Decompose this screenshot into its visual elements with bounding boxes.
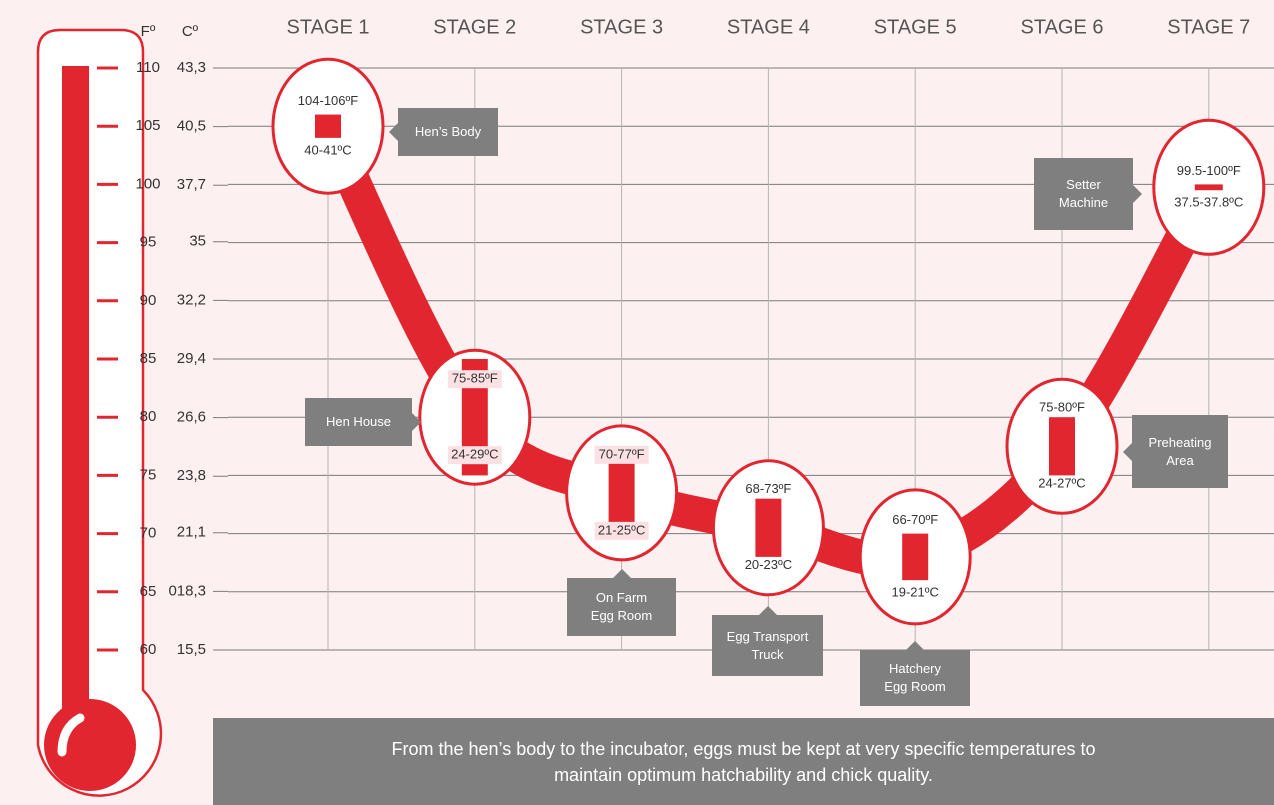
x-tick-label: STAGE 1 [287, 16, 370, 38]
f-label: 70-77ºF [599, 446, 645, 461]
y2-tick-label: 32,2 [177, 291, 206, 308]
chart: Fº Cº 60 65 70 75 80 85 90 95 100 105 110 15,5 018,3… [0, 0, 1274, 805]
egg: 68-73ºF 20-23ºC [713, 461, 823, 595]
y-axis-title: Fº [141, 23, 156, 40]
place-callout: Hen House [305, 398, 412, 446]
callout-pointer [380, 123, 398, 141]
range-bar [1049, 417, 1075, 475]
page: Fº Cº 60 65 70 75 80 85 90 95 100 105 110 15,5 018,3… [0, 0, 1274, 805]
y-tick-label: 105 [135, 117, 160, 134]
y-tick-label: 95 [140, 234, 157, 251]
egg: 99.5-100ºF 37.5-37.8ºC [1154, 120, 1264, 254]
y2-axis-title: Cº [182, 23, 199, 40]
range-bar [902, 534, 928, 581]
y2-tick-label: 21,1 [177, 524, 206, 541]
egg: 104-106ºF 40-41ºC [273, 59, 383, 193]
caption-box: From the hen’s body to the incubator, eg… [213, 718, 1274, 805]
f-label: 104-106ºF [298, 93, 358, 108]
place-callout: Hatchery Egg Room [860, 650, 970, 706]
c-label: 20-23ºC [745, 557, 792, 572]
x-tick-label: STAGE 4 [727, 16, 810, 38]
f-label: 75-80ºF [1039, 400, 1085, 415]
x-tick-label: STAGE 6 [1021, 16, 1104, 38]
y-tick-label: 110 [136, 59, 160, 76]
place-label: Egg Transport Truck [722, 628, 813, 664]
c-label: 24-27ºC [1038, 476, 1085, 491]
c-label: 24-29ºC [451, 447, 498, 462]
c-label: 19-21ºC [892, 585, 939, 600]
thermometer-bulb [44, 699, 136, 791]
y2-tick-label: 40,5 [177, 118, 206, 135]
f-label: 68-73ºF [745, 481, 791, 496]
y-tick-label: 100 [135, 175, 160, 192]
callout-pointer [759, 597, 777, 615]
callout-pointer [412, 413, 430, 431]
y2-tick-label: 23,8 [177, 467, 206, 484]
x-tick-label: STAGE 7 [1167, 16, 1250, 38]
callout-pointer [613, 560, 631, 578]
callout-pointer [906, 632, 924, 650]
place-callout: Setter Machine [1034, 158, 1133, 230]
place-label: On Farm Egg Room [589, 589, 654, 625]
x-tick-label: STAGE 5 [874, 16, 957, 38]
place-label: Hen House [326, 413, 391, 431]
y2-tick-label: 37,7 [177, 176, 206, 193]
place-callout: Egg Transport Truck [712, 615, 823, 676]
c-label: 37.5-37.8ºC [1174, 195, 1243, 210]
y2-tick-label: 29,4 [177, 350, 206, 367]
x-tick-label: STAGE 3 [580, 16, 663, 38]
y-tick-label: 80 [140, 408, 157, 425]
range-bar [1195, 184, 1223, 190]
egg: 66-70ºF 19-21ºC [860, 490, 970, 624]
y2-tick-label: 43,3 [177, 59, 206, 76]
place-callout: Hen’s Body [398, 108, 498, 156]
egg: 75-80ºF 24-27ºC [1007, 379, 1117, 513]
y-tick-label: 60 [140, 641, 157, 658]
place-label: Hatchery Egg Room [882, 660, 948, 696]
y-tick-label: 75 [140, 466, 157, 483]
callout-pointer [1133, 185, 1151, 203]
place-callout: On Farm Egg Room [567, 578, 676, 636]
egg: 75-85ºF 24-29ºC [420, 350, 530, 484]
y2-tick-label: 018,3 [168, 582, 206, 599]
y2-tick-label: 26,6 [177, 409, 206, 426]
egg: 70-77ºF 21-25ºC [567, 426, 677, 560]
y-tick-label: 90 [140, 292, 157, 309]
place-label: Hen’s Body [415, 123, 481, 141]
c-label: 40-41ºC [304, 142, 351, 157]
range-bar [315, 115, 341, 138]
y-tick-label: 65 [140, 583, 157, 600]
range-bar [755, 499, 781, 557]
place-label: Preheating Area [1144, 434, 1216, 470]
callout-pointer [1114, 443, 1132, 461]
y2-tick-label: 35 [189, 233, 206, 250]
place-callout: Preheating Area [1132, 415, 1228, 488]
f-label: 99.5-100ºF [1177, 163, 1241, 178]
y-tick-label: 70 [140, 525, 157, 542]
y2-tick-label: 15,5 [177, 641, 206, 658]
c-label: 21-25ºC [598, 522, 645, 537]
thermometer-column [62, 66, 89, 726]
x-tick-label: STAGE 2 [433, 16, 516, 38]
y-tick-label: 85 [140, 350, 157, 367]
place-label: Setter Machine [1052, 176, 1115, 212]
caption: From the hen’s body to the incubator, eg… [364, 736, 1124, 788]
f-label: 66-70ºF [892, 512, 938, 527]
f-label: 75-85ºF [452, 371, 498, 386]
